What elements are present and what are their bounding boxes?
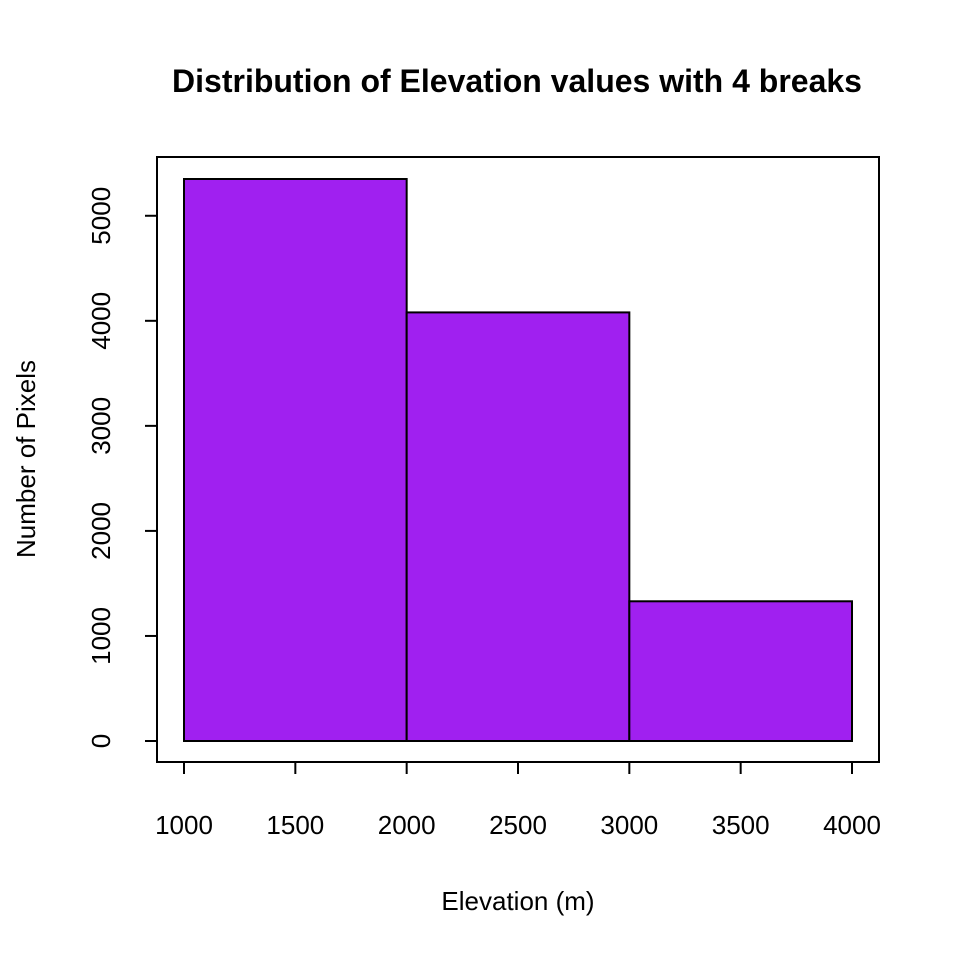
y-tick-label: 1000	[86, 607, 116, 665]
x-tick-label: 3500	[712, 810, 770, 840]
histogram-bar-1	[183, 178, 408, 742]
histogram-bar-2	[405, 311, 631, 742]
y-tick-label: 0	[86, 734, 116, 748]
y-tick-label: 2000	[86, 502, 116, 560]
x-tick-label: 4000	[823, 810, 881, 840]
x-tick-label: 3000	[600, 810, 658, 840]
y-tick-label: 4000	[86, 292, 116, 350]
x-tick-label: 1000	[155, 810, 213, 840]
y-axis: 0 1000 2000 3000 4000 5000	[86, 187, 158, 748]
y-tick-label: 5000	[86, 187, 116, 245]
y-tick-label: 3000	[86, 397, 116, 455]
histogram-bar-3	[628, 600, 853, 742]
x-tick-label: 2000	[378, 810, 436, 840]
x-axis-label: Elevation (m)	[441, 886, 594, 916]
x-axis: 1000 1500 2000 2500 3000 3500 4000	[155, 761, 881, 840]
y-axis-label: Number of Pixels	[11, 360, 41, 558]
x-tick-label: 2500	[489, 810, 547, 840]
chart-title: Distribution of Elevation values with 4 …	[172, 63, 862, 99]
x-tick-label: 1500	[266, 810, 324, 840]
bars-group	[183, 178, 853, 742]
